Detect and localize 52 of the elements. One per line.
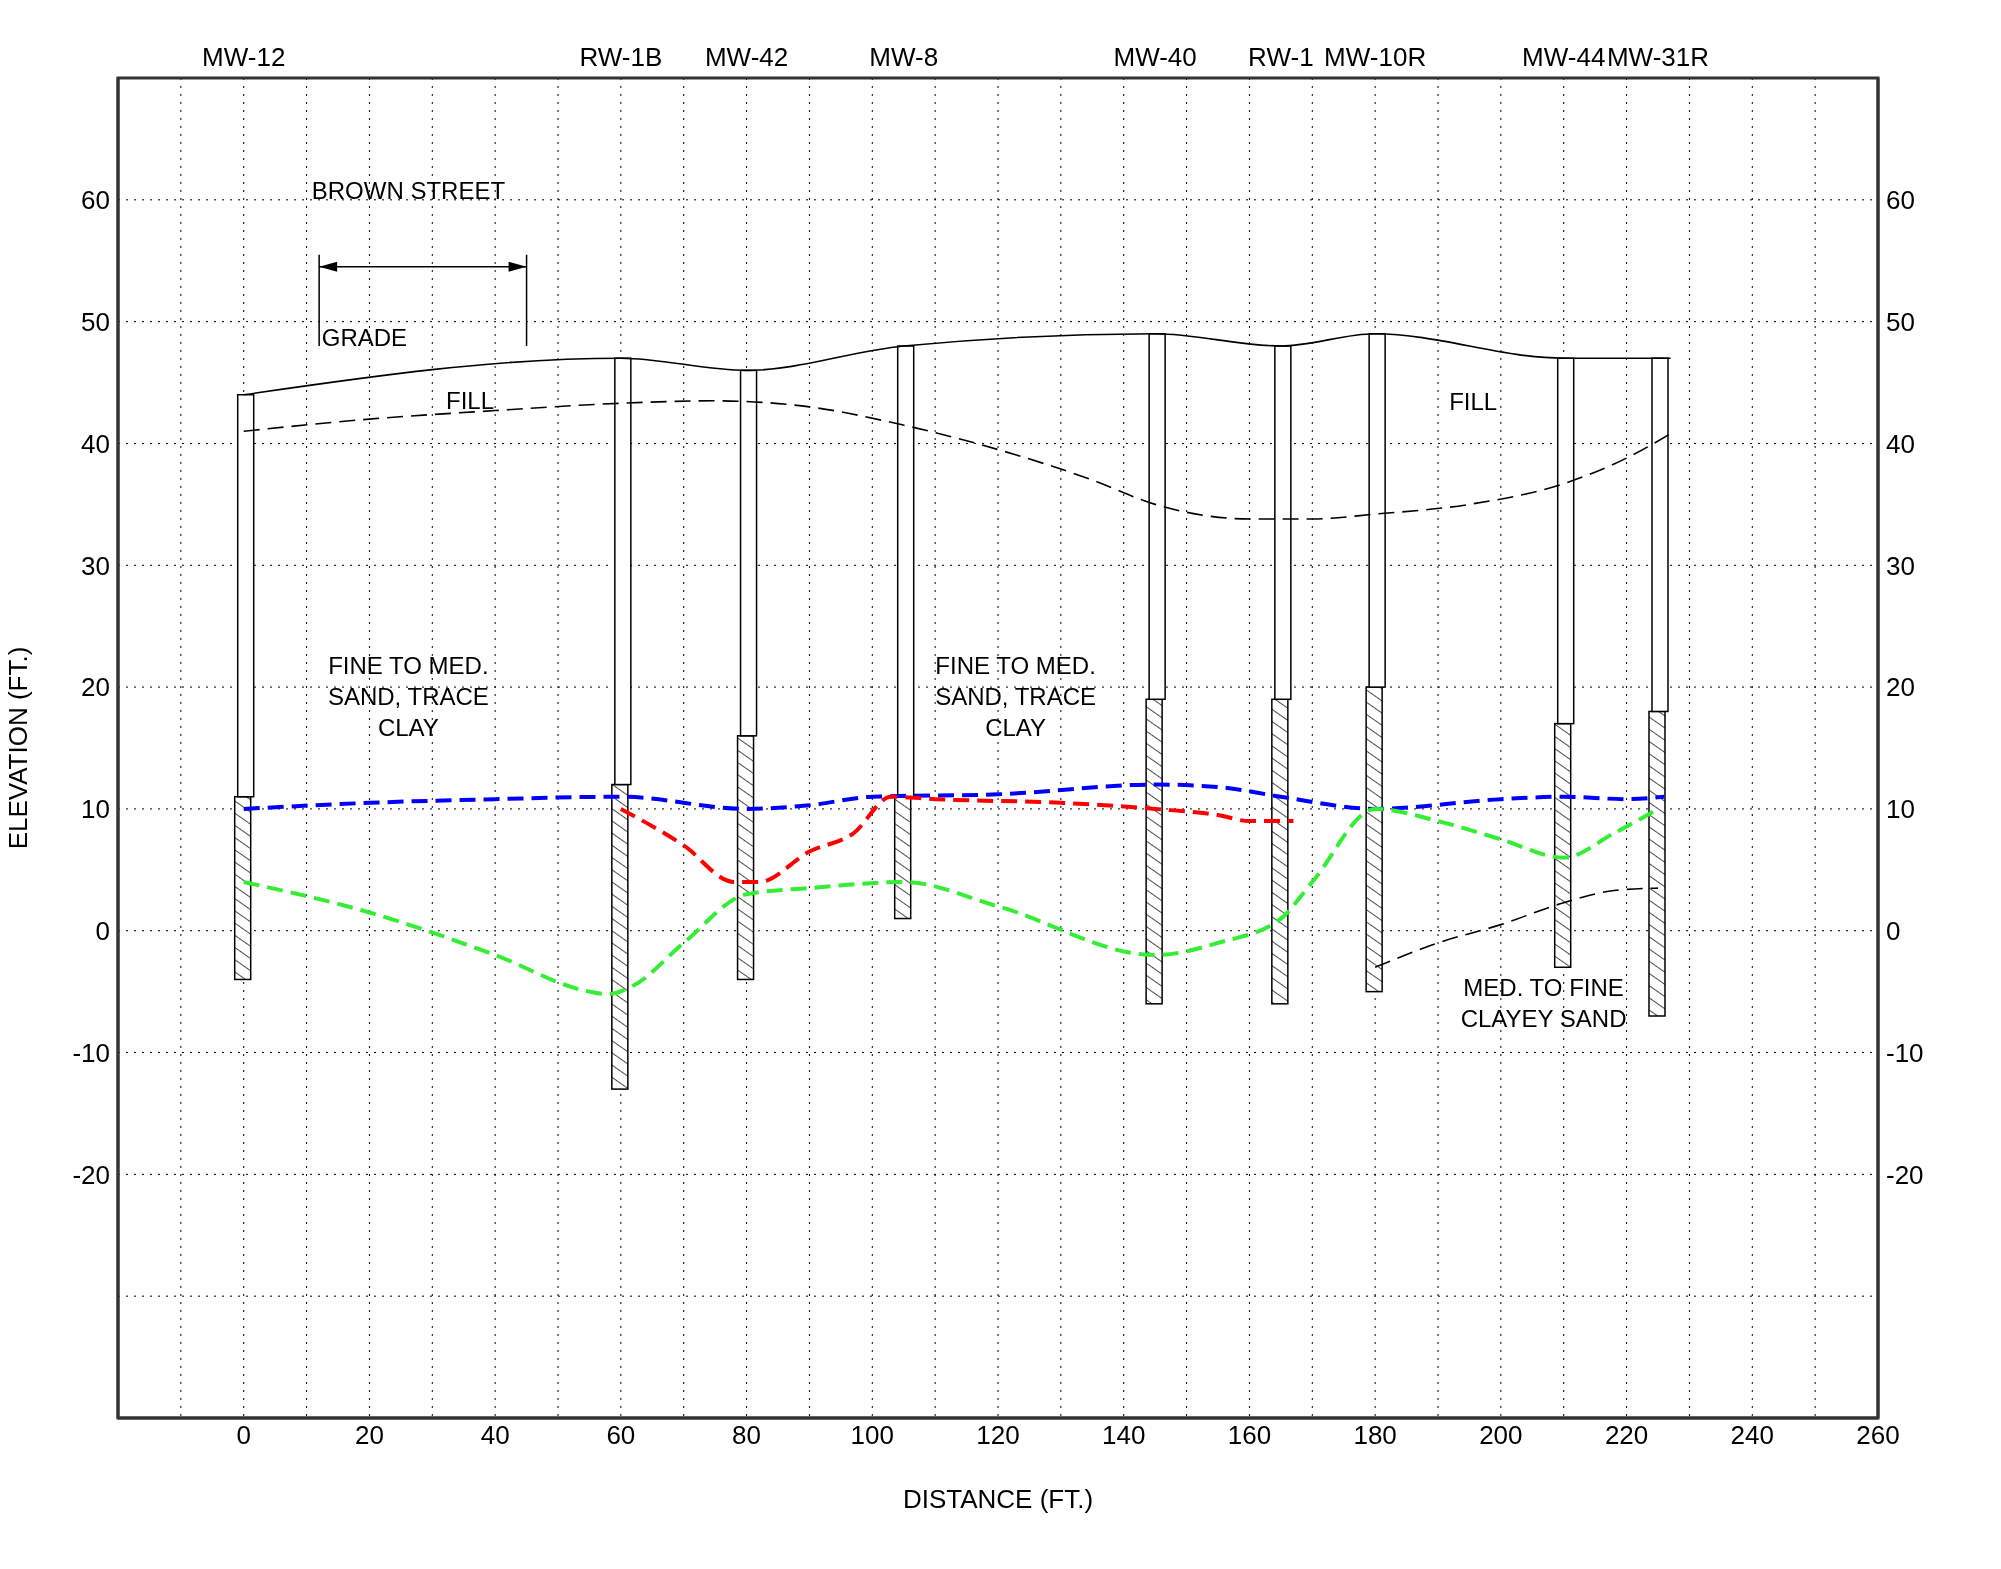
y2-tick-label: 0 [1886,915,1901,946]
y-tick-label: 10 [81,794,110,825]
y2-tick-label: 40 [1886,428,1915,459]
y2-tick-label: -10 [1886,1037,1924,1068]
text: MW-40 [1113,42,1197,72]
line-series [618,794,1296,884]
y2-tick-label: 50 [1886,306,1915,337]
y-tick-label: 60 [81,185,110,216]
x-tick-label: 220 [1604,1420,1649,1451]
y-tick-label: 0 [95,915,110,946]
annotation: FINE TO MED. SAND, TRACE CLAY [327,652,489,742]
x-tick-label: 20 [354,1420,384,1451]
x-tick-label: 0 [236,1420,251,1451]
y2-tick-label: 60 [1886,185,1915,216]
x-tick-label: 60 [606,1420,636,1451]
y-tick-label: -20 [72,1159,110,1190]
text: MW-31R [1606,42,1710,72]
x-tick-label: 40 [480,1420,510,1451]
annotation: MED. TO FINE CLAYEY SAND [1460,973,1627,1032]
y-tick-label: 50 [81,306,110,337]
y-tick-label: 40 [81,428,110,459]
x-tick-label: 80 [732,1420,762,1451]
x-tick-label: 240 [1730,1420,1774,1451]
text: MW-8 [869,42,939,72]
text: MW-10R [1324,42,1427,72]
text: MW-44 [1522,42,1606,72]
annotation: FILL [1449,388,1498,416]
x-tick-label: 100 [850,1420,894,1451]
text: RW-1 [1248,42,1314,72]
y-tick-label: 20 [81,672,110,703]
x-tick-label: 200 [1479,1420,1523,1451]
y2-tick-label: 30 [1886,550,1915,581]
y-tick-label: 30 [81,550,110,581]
x-axis-title: DISTANCE (FT.) [902,1484,1094,1514]
annotation: FILL [445,386,495,414]
y2-tick-label: 10 [1886,794,1915,825]
annotation: GRADE [321,324,408,351]
x-tick-label: 180 [1353,1420,1397,1451]
y2-tick-label: 20 [1886,672,1915,703]
y-axis-title: ELEVATION (FT.) [3,646,34,850]
text: MW-12 [202,42,286,72]
x-tick-label: 260 [1856,1420,1900,1451]
x-tick-label: 160 [1227,1420,1272,1451]
y-tick-label: -10 [72,1037,110,1068]
text: MW-42 [704,42,789,72]
annotation: FINE TO MED. SAND, TRACE CLAY [935,652,1097,742]
y2-tick-label: -20 [1886,1159,1924,1190]
x-tick-label: 120 [976,1420,1020,1451]
x-tick-label: 140 [1102,1420,1146,1451]
line-series [241,782,1667,811]
text: RW-1B [579,42,663,72]
annotation: BROWN STREET [311,176,506,204]
